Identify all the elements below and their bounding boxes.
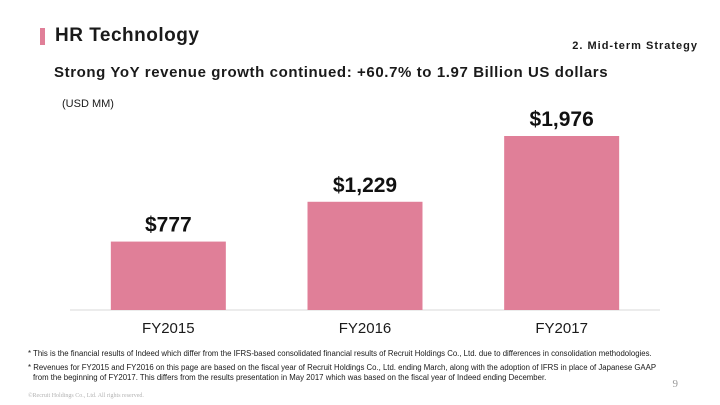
unit-label: (USD MM): [62, 98, 114, 110]
headline: Strong YoY revenue growth continued: +60…: [54, 64, 609, 81]
data-label-fy2015: $777: [145, 214, 192, 237]
footnote-2-line-1: * Revenues for FY2015 and FY2016 on this…: [28, 363, 657, 372]
copyright: ©Recruit Holdings Co., Ltd. All rights r…: [28, 393, 144, 399]
footnote-2-line-2: from the beginning of FY2017. This diffe…: [33, 372, 547, 382]
revenue-bar-chart: $777 FY2015 $1,229 FY2016 $1,976 FY2017: [70, 108, 660, 337]
data-label-fy2016: $1,229: [333, 174, 397, 197]
data-label-fy2017: $1,976: [530, 108, 594, 131]
title-accent-bar: [40, 28, 45, 45]
bar-fy2015: [110, 241, 226, 310]
section-label: 2. Mid-term Strategy: [572, 40, 698, 52]
page-title: HR Technology: [55, 25, 200, 46]
bar-fy2017: [504, 136, 620, 310]
x-tick-label-fy2016: FY2016: [339, 320, 392, 337]
page-number: 9: [672, 378, 679, 390]
footnote-2: * Revenues for FY2015 and FY2016 on this…: [28, 363, 656, 382]
x-tick-label-fy2017: FY2017: [535, 320, 588, 337]
x-tick-label-fy2015: FY2015: [142, 320, 195, 337]
footnote-1: * This is the financial results of Indee…: [28, 349, 652, 358]
bar-fy2016: [307, 201, 423, 310]
